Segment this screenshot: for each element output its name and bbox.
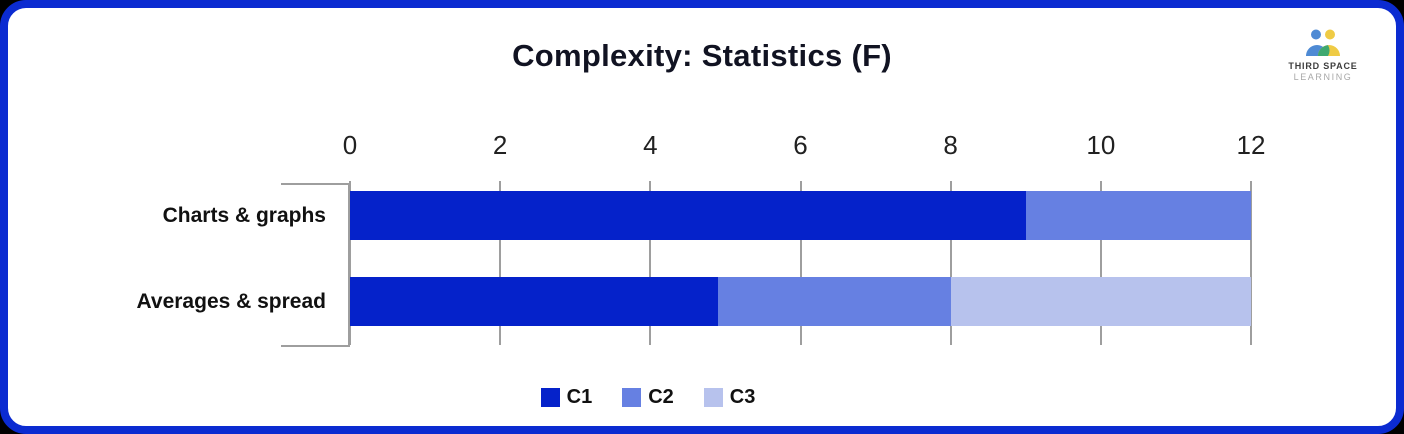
legend-swatch-c1 [540,388,560,407]
legend-item-c2[interactable]: C2 [622,386,674,409]
legend-item-c1[interactable]: C1 [540,386,593,409]
bar-segment-c2[interactable] [717,277,951,326]
bar-segment-c3[interactable] [950,277,1251,326]
gridline [499,181,502,345]
gridline [799,181,802,345]
category-axis-tick-top [281,183,350,185]
legend-item-c3[interactable]: C3 [703,386,756,409]
gridline [349,181,351,345]
legend-label: C2 [648,386,674,408]
legend-swatch-c3 [703,388,723,407]
legend: C1 C2 C3 [8,386,1288,409]
x-tick-label: 8 [943,130,958,160]
bar-row [350,277,1251,326]
bar-row [350,191,1251,240]
plot-area [349,181,1252,345]
brand-name-line1: THIRD SPACE [1288,61,1358,71]
brand-logo: THIRD SPACE LEARNING [1280,28,1366,82]
page-title: Complexity: Statistics (F) [512,38,892,73]
x-tick-label: 10 [1086,130,1116,160]
bar-segment-c1[interactable] [350,191,1026,240]
x-axis-ticks: 0 2 4 6 8 10 12 [8,130,1396,160]
gridline [949,181,952,345]
category-axis-tick-bottom [281,345,350,347]
category-label: Charts & graphs [162,204,326,227]
legend-label: C1 [566,386,593,408]
brand-name-line2: LEARNING [1293,72,1353,82]
legend-swatch-c2 [622,388,642,407]
x-tick-label: 4 [643,130,658,160]
x-tick-label: 12 [1236,130,1266,160]
x-tick-label: 6 [793,130,808,160]
bar-segment-c1[interactable] [350,277,718,326]
brand-icon [1306,29,1340,56]
category-axis-line [348,184,350,346]
category-label: Averages & spread [136,290,326,313]
gridline [1250,181,1252,345]
legend-label: C3 [729,386,756,408]
bar-segment-c2[interactable] [1025,191,1251,240]
gridline [1099,181,1102,345]
gridline [649,181,652,345]
x-tick-label: 0 [342,130,358,160]
x-tick-label: 2 [492,130,508,160]
